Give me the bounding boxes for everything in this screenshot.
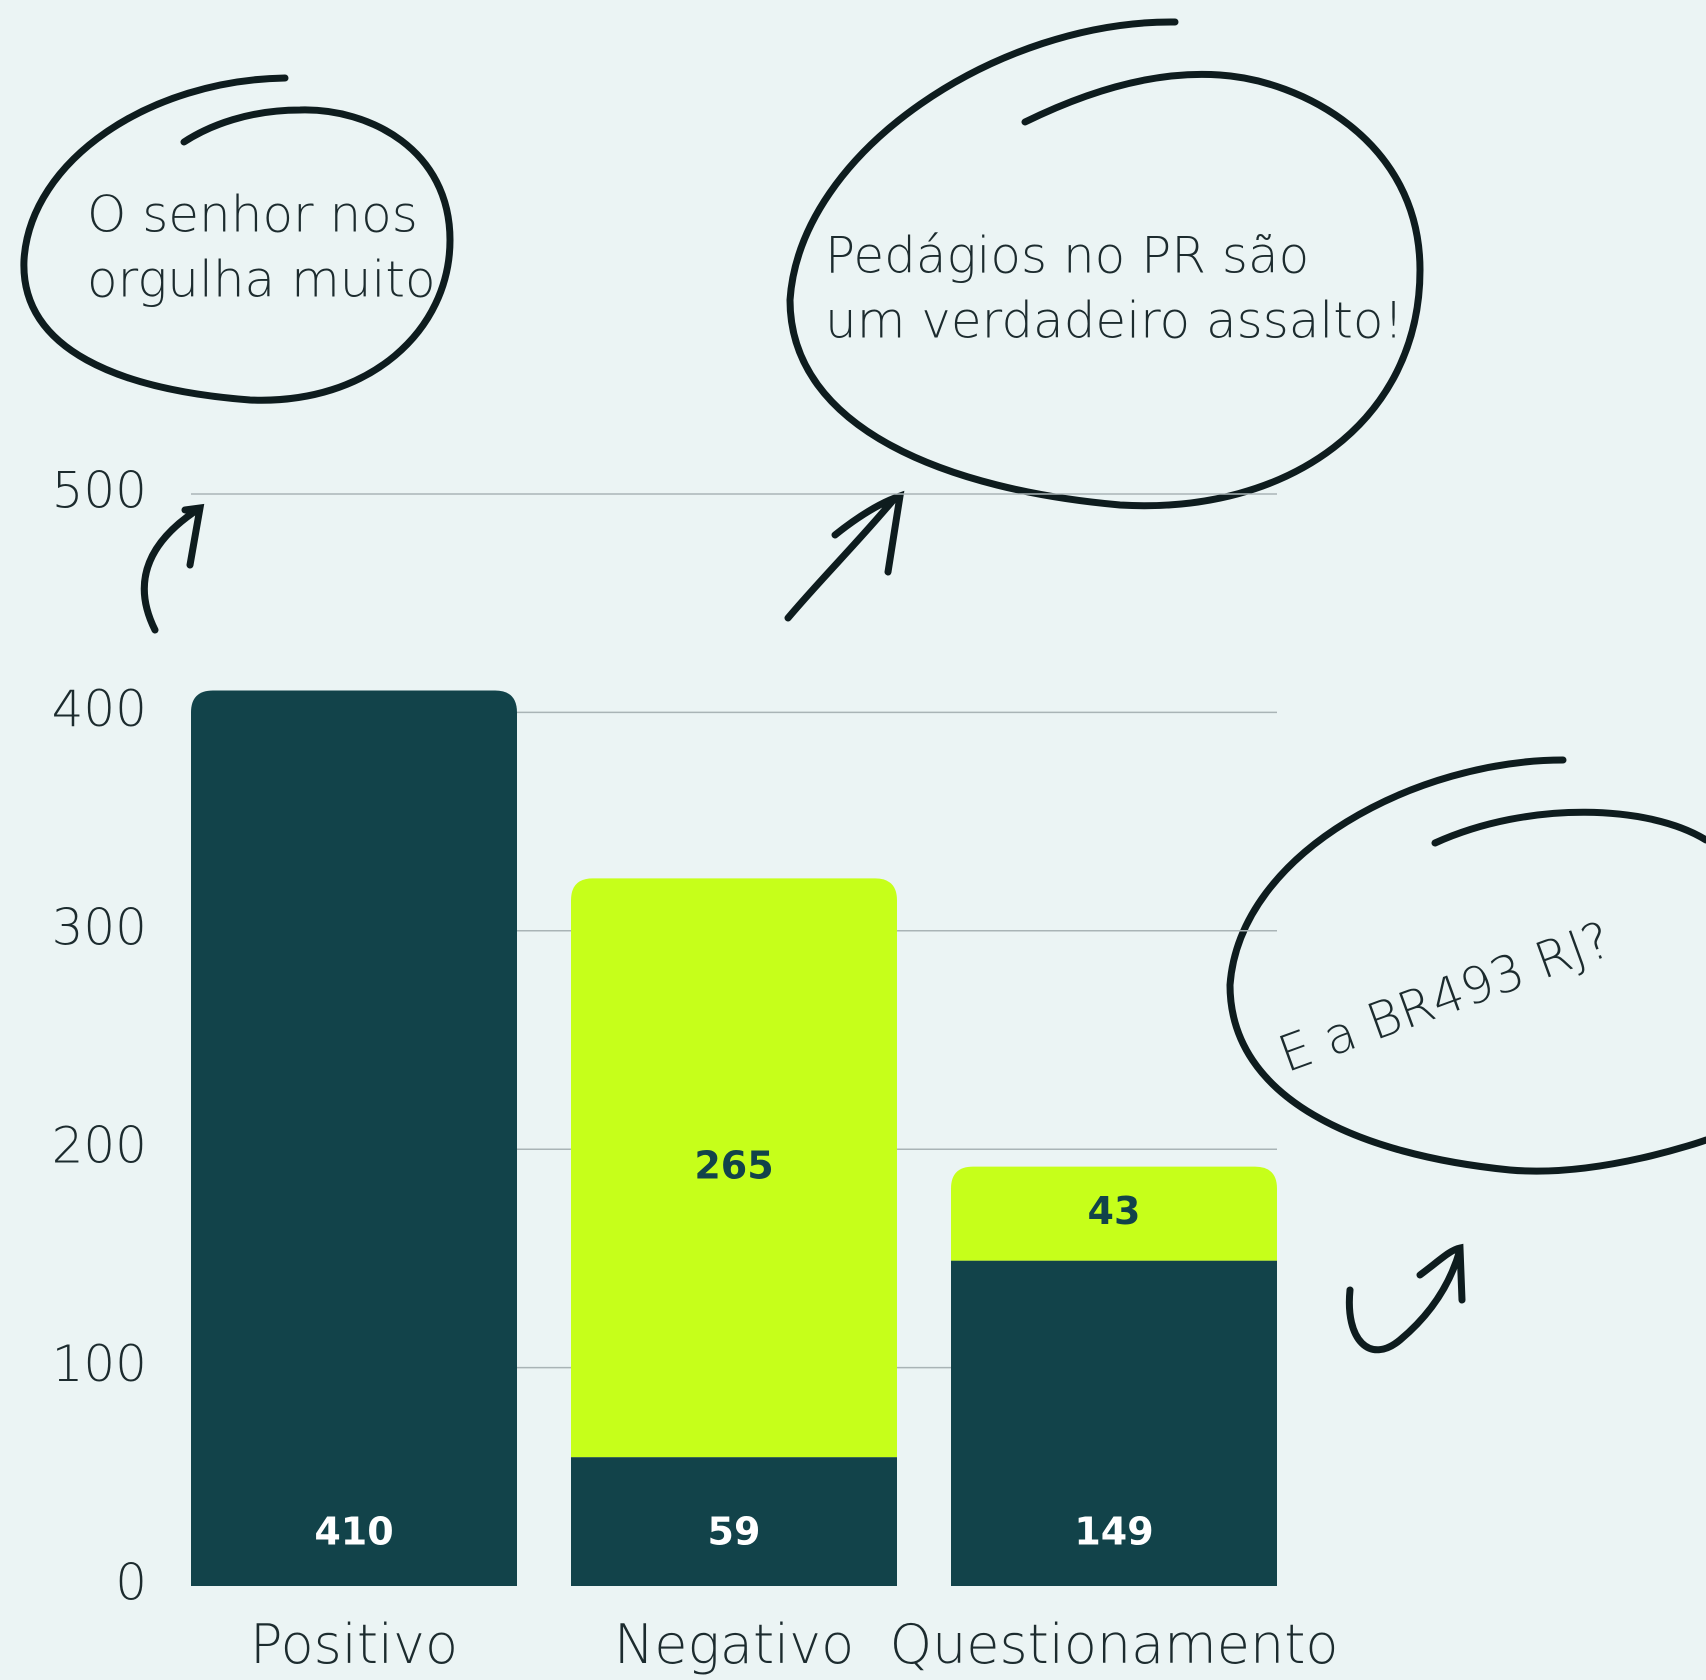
annotation-text: O senhor nos — [87, 186, 418, 244]
bar-segment — [951, 1260, 1277, 1586]
annotation: Pedágios no PR são um verdadeiro assalto! — [825, 227, 1404, 350]
value-label: 149 — [1074, 1510, 1153, 1554]
annotation-text: Pedágios no PR são — [825, 227, 1309, 285]
bubble-3 — [1226, 756, 1706, 1175]
annotation-text: orgulha muito — [87, 251, 436, 309]
y-tick-label: 400 — [52, 680, 147, 738]
x-tick-label: Questionamento — [890, 1613, 1339, 1676]
bar-segment — [191, 690, 517, 1586]
value-label: 265 — [694, 1143, 773, 1187]
y-tick-label: 300 — [52, 898, 147, 956]
annotation: O senhor nos orgulha muito — [87, 186, 436, 309]
annotation-text: um verdadeiro assalto! — [825, 292, 1404, 350]
bar-segment — [951, 1166, 1277, 1261]
y-tick-label: 100 — [52, 1335, 147, 1393]
y-tick-label: 200 — [52, 1117, 147, 1175]
y-tick-label: 500 — [52, 462, 147, 520]
value-label: 43 — [1088, 1189, 1141, 1233]
bar-segment — [571, 1457, 897, 1586]
decorations — [20, 18, 1706, 1354]
arrow-2 — [784, 490, 905, 622]
bubble-2 — [786, 18, 1424, 510]
y-tick-label: 0 — [115, 1554, 147, 1612]
x-tick-label: Negativo — [614, 1613, 854, 1676]
bar-segment — [571, 878, 897, 1458]
x-tick-label: Positivo — [250, 1613, 458, 1676]
value-label: 410 — [314, 1510, 393, 1554]
bubble-1 — [20, 74, 454, 404]
value-label: 59 — [708, 1510, 761, 1554]
arrow-3 — [1345, 1243, 1466, 1354]
arrow-1 — [140, 503, 205, 634]
